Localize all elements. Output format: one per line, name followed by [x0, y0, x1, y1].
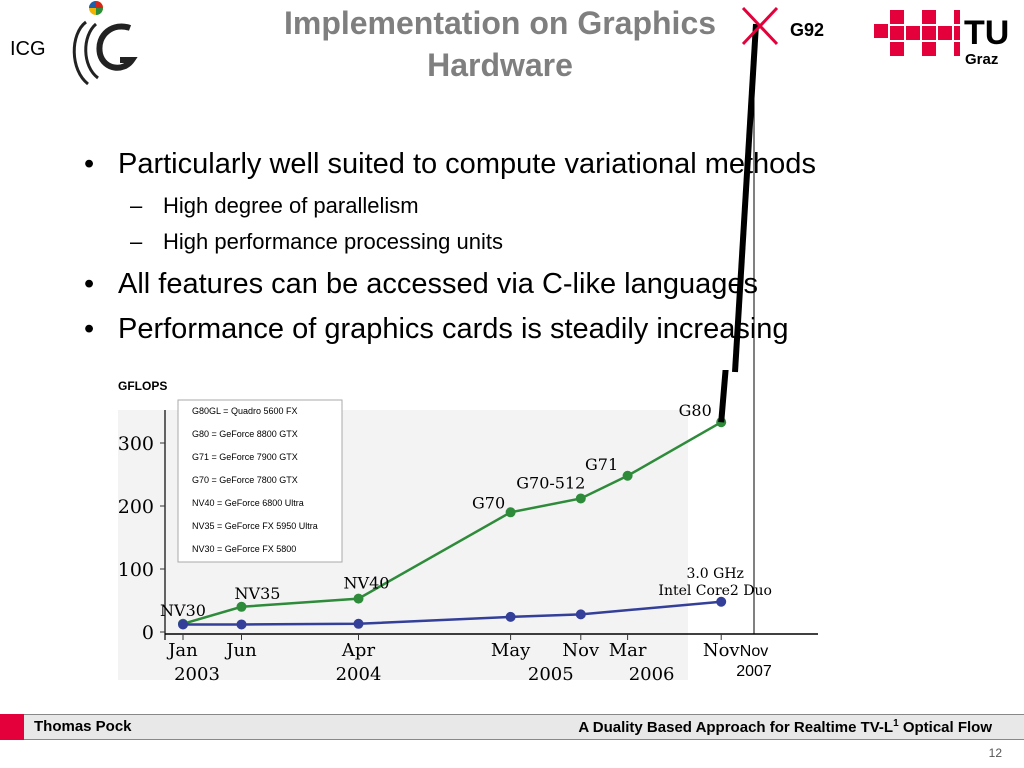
data-point	[716, 596, 727, 607]
x-tick-label: May	[491, 640, 531, 661]
point-label: NV35	[235, 584, 281, 603]
slide-title: Implementation on Graphics Hardware	[200, 2, 800, 86]
sub-bullet-marker: –	[130, 229, 143, 254]
footer-accent	[0, 714, 24, 740]
bullet-marker: •	[84, 148, 95, 180]
x-tick-label: Nov	[562, 640, 600, 661]
extension-month: Nov	[739, 643, 769, 660]
data-point	[575, 493, 586, 504]
sub-bullet-text: High degree of parallelism	[163, 193, 419, 218]
point-label: G70-512	[516, 473, 585, 492]
footer-bar	[0, 714, 1024, 740]
g92-label: G92	[790, 20, 825, 40]
data-point	[178, 619, 188, 630]
graz-text: Graz	[965, 51, 998, 66]
y-tick-label: 0	[142, 622, 154, 644]
data-point	[236, 619, 247, 630]
point-label: NV30	[160, 601, 206, 620]
data-point	[236, 601, 247, 612]
gflops-chart: GFLOPS 0 100 200 300 Jan Jun Apr May Nov Mar Nov 20…	[118, 370, 818, 685]
footer-author: Thomas Pock	[34, 718, 132, 735]
x-year-label: 2004	[336, 664, 382, 685]
y-tick-label: 100	[118, 559, 154, 581]
y-tick-label: 200	[118, 496, 154, 518]
x-tick-label: Nov	[703, 640, 741, 661]
x-tick-label: Jan	[166, 640, 198, 661]
footer-talk-title-main: A Duality Based Approach for Realtime TV…	[578, 719, 894, 736]
extension-year: 2007	[736, 663, 772, 680]
cpu-label-line1: 3.0 GHz	[686, 566, 743, 582]
legend-entry: NV35 = GeForce FX 5950 Ultra	[192, 521, 318, 531]
point-label: NV40	[344, 574, 390, 593]
chart-ylabel: GFLOPS	[118, 379, 167, 393]
x-year-label: 2003	[174, 664, 220, 685]
data-point	[505, 611, 516, 622]
g92-projection-line	[718, 370, 729, 423]
icg-logo-icon	[72, 1, 138, 86]
sub-bullet-text: High performance processing units	[163, 229, 503, 254]
bullet-marker: •	[84, 313, 95, 345]
bullet-marker: •	[84, 268, 95, 300]
page-number: 12	[988, 746, 1002, 760]
legend-box	[177, 399, 343, 563]
data-point	[622, 470, 633, 481]
legend-entry: NV30 = GeForce FX 5800	[192, 544, 296, 554]
legend-entry: G80 = GeForce 8800 GTX	[192, 429, 298, 439]
x-year-label: 2005	[528, 664, 574, 685]
point-label: G71	[585, 455, 618, 474]
data-point	[353, 618, 364, 629]
x-tick-label: Jun	[224, 640, 257, 661]
tu-text: TU	[964, 14, 1009, 52]
point-label: G70	[472, 493, 505, 512]
tu-graz-logo-icon: TU Graz	[874, 10, 1009, 66]
legend-entry: NV40 = GeForce 6800 Ultra	[192, 498, 304, 508]
data-point	[353, 593, 364, 604]
footer-talk-title-end: Optical Flow	[898, 719, 992, 736]
point-label: G80	[679, 401, 712, 420]
legend-entry: G80GL = Quadro 5600 FX	[192, 406, 297, 416]
bullet-text: Particularly well suited to compute vari…	[118, 148, 816, 180]
legend-entry: G71 = GeForce 7900 GTX	[192, 452, 298, 462]
bullet-text: All features can be accessed via C-like …	[118, 268, 758, 300]
x-year-label: 2006	[629, 664, 675, 685]
x-tick-label: Mar	[609, 640, 647, 661]
institute-abbreviation: ICG	[10, 38, 46, 60]
footer-talk-title-sup: 1	[893, 718, 899, 729]
x-tick-label: Apr	[341, 640, 376, 661]
legend-entry: G70 = GeForce 7800 GTX	[192, 475, 298, 485]
slide-title-line1: Implementation on Graphics	[283, 5, 717, 41]
data-point	[575, 609, 586, 620]
extension-date-label: Nov 2007	[725, 642, 783, 682]
footer-talk-title: A Duality Based Approach for Realtime TV…	[578, 718, 992, 736]
cpu-label-line2: Intel Core2 Duo	[658, 583, 772, 599]
bullet-text: Performance of graphics cards is steadil…	[118, 313, 789, 345]
slide-title-line2: Hardware	[427, 47, 573, 83]
data-point	[505, 507, 516, 518]
series-line	[183, 600, 722, 626]
sub-bullet-marker: –	[130, 193, 143, 218]
y-tick-label: 300	[118, 433, 154, 455]
